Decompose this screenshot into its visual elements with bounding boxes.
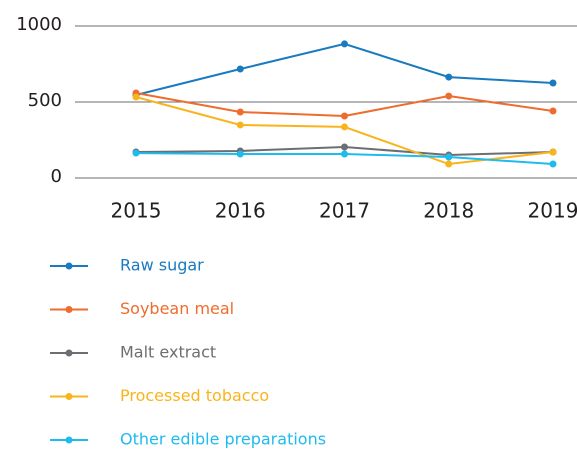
legend-dot: [65, 393, 73, 400]
point: [236, 108, 244, 116]
point: [445, 73, 453, 81]
point: [132, 149, 140, 157]
legend-label: Other edible preparations: [120, 430, 326, 449]
x-tick-label: 2017: [319, 199, 370, 223]
point: [549, 148, 557, 156]
point: [236, 65, 244, 73]
point: [341, 40, 348, 48]
point: [236, 121, 244, 129]
legend-label: Soybean meal: [120, 299, 234, 318]
point: [549, 107, 557, 115]
series-line: [135, 42, 554, 96]
y-tick-label: 1000: [16, 14, 62, 35]
point: [341, 123, 348, 131]
point: [445, 160, 453, 168]
legend-label: Processed tobacco: [120, 386, 269, 405]
x-tick-label: 2016: [215, 199, 266, 223]
legend-label: Malt extract: [120, 343, 216, 362]
legend-dot: [65, 436, 73, 444]
x-tick-label: 2018: [423, 199, 474, 223]
legend-dot: [65, 306, 73, 313]
x-tick-label: 2015: [111, 199, 162, 223]
point: [549, 79, 557, 87]
legend-dot: [65, 349, 73, 357]
point: [445, 153, 453, 161]
legend-dot: [65, 262, 73, 270]
point: [549, 160, 557, 168]
y-tick-label: 500: [28, 90, 62, 111]
point: [341, 150, 348, 158]
point: [445, 92, 453, 100]
x-tick-label: 2019: [528, 199, 577, 223]
legend-label: Raw sugar: [120, 256, 204, 275]
y-tick-label: 0: [51, 166, 62, 187]
point: [236, 150, 244, 158]
point: [132, 93, 140, 101]
point: [341, 112, 348, 120]
point: [341, 143, 348, 151]
